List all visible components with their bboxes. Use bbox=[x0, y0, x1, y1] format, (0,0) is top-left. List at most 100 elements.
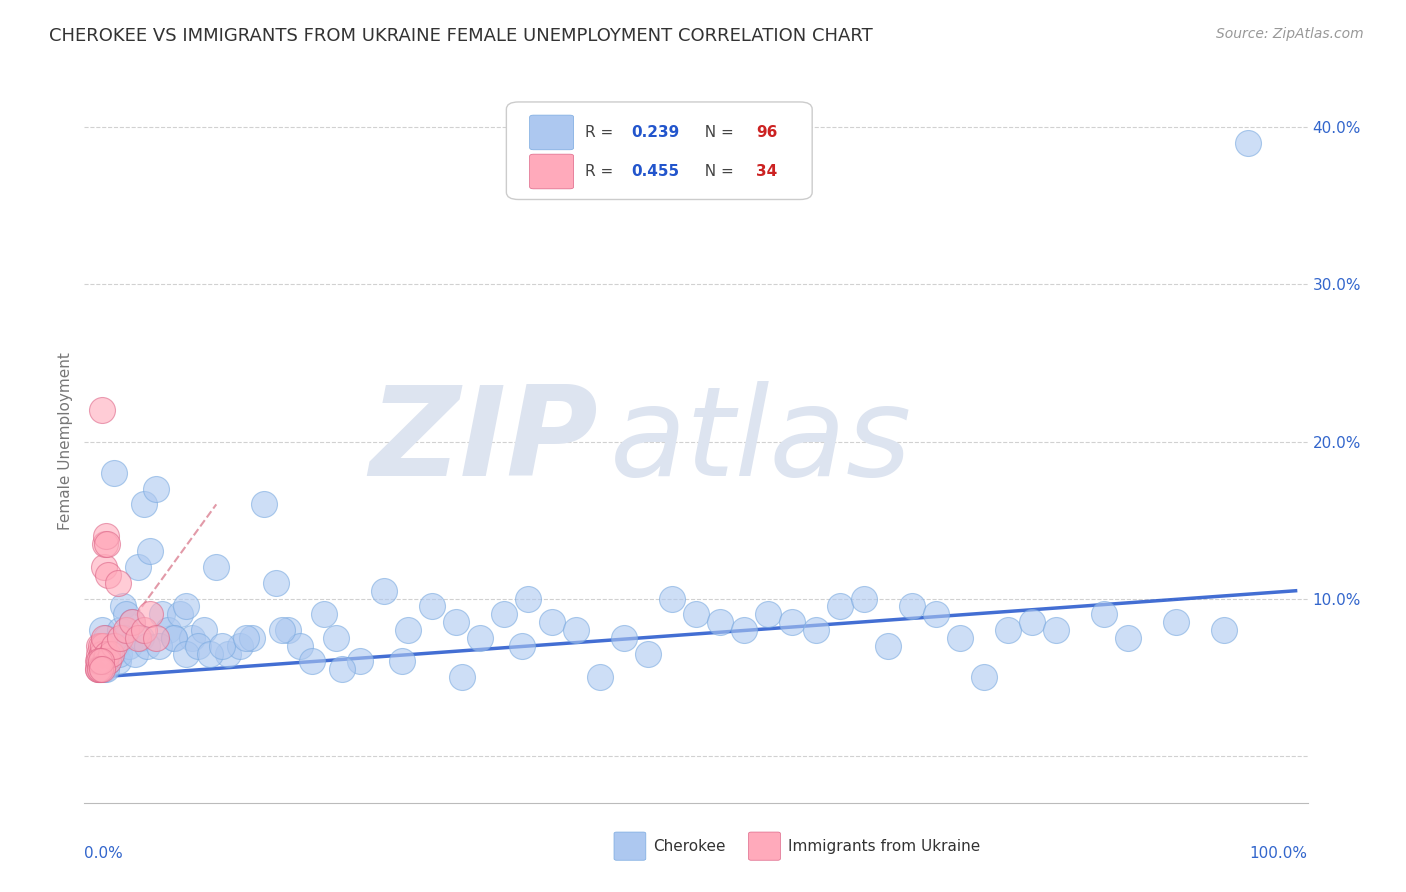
Point bbox=[108, 647, 131, 661]
Point bbox=[112, 631, 135, 645]
Text: Source: ZipAtlas.com: Source: ZipAtlas.com bbox=[1216, 27, 1364, 41]
Point bbox=[193, 623, 215, 637]
Text: N =: N = bbox=[695, 125, 738, 140]
Point bbox=[91, 639, 114, 653]
Point bbox=[391, 655, 413, 669]
Point bbox=[637, 647, 659, 661]
Point bbox=[90, 655, 112, 669]
Point bbox=[127, 560, 149, 574]
Point bbox=[96, 639, 118, 653]
Point bbox=[451, 670, 474, 684]
Point bbox=[756, 607, 779, 622]
Point bbox=[973, 670, 995, 684]
Point bbox=[174, 647, 197, 661]
Point bbox=[91, 662, 114, 676]
Point bbox=[107, 655, 129, 669]
Point bbox=[613, 631, 636, 645]
Point bbox=[148, 639, 170, 653]
Text: N =: N = bbox=[695, 164, 738, 179]
Point bbox=[145, 482, 167, 496]
Text: 0.455: 0.455 bbox=[631, 164, 679, 179]
Point bbox=[277, 623, 299, 637]
Point bbox=[169, 607, 191, 622]
Point bbox=[110, 631, 132, 645]
Point bbox=[115, 607, 138, 622]
Point bbox=[90, 655, 112, 669]
Point bbox=[89, 662, 111, 676]
Point bbox=[1021, 615, 1043, 630]
Point bbox=[264, 575, 287, 590]
Point bbox=[510, 639, 533, 653]
Text: Cherokee: Cherokee bbox=[654, 838, 725, 854]
Point bbox=[98, 639, 121, 653]
Point bbox=[87, 662, 110, 676]
Text: CHEROKEE VS IMMIGRANTS FROM UKRAINE FEMALE UNEMPLOYMENT CORRELATION CHART: CHEROKEE VS IMMIGRANTS FROM UKRAINE FEMA… bbox=[49, 27, 873, 45]
Point bbox=[314, 607, 336, 622]
Text: 0.0%: 0.0% bbox=[84, 847, 124, 861]
Point bbox=[1164, 615, 1187, 630]
Point bbox=[949, 631, 972, 645]
Point bbox=[163, 631, 186, 645]
Point bbox=[97, 655, 120, 669]
Point bbox=[780, 615, 803, 630]
Point bbox=[93, 662, 115, 676]
Point bbox=[134, 497, 156, 511]
Text: R =: R = bbox=[585, 164, 617, 179]
Point bbox=[134, 623, 156, 637]
Point bbox=[104, 639, 127, 653]
Point bbox=[349, 655, 371, 669]
Point bbox=[1212, 623, 1234, 637]
Point bbox=[541, 615, 564, 630]
Point bbox=[997, 623, 1019, 637]
Point bbox=[93, 655, 117, 669]
Point bbox=[330, 662, 353, 676]
Point bbox=[87, 655, 110, 669]
Point bbox=[94, 529, 117, 543]
Point bbox=[90, 639, 112, 653]
Point bbox=[589, 670, 612, 684]
Point bbox=[94, 655, 117, 669]
Point bbox=[901, 599, 924, 614]
Point bbox=[93, 631, 115, 645]
Text: atlas: atlas bbox=[610, 381, 912, 502]
Point bbox=[876, 639, 898, 653]
Point bbox=[174, 599, 197, 614]
Point bbox=[211, 639, 233, 653]
Text: R =: R = bbox=[585, 125, 617, 140]
Point bbox=[1116, 631, 1139, 645]
Point bbox=[325, 631, 347, 645]
Point bbox=[804, 623, 827, 637]
Point bbox=[118, 639, 141, 653]
Point bbox=[91, 647, 114, 661]
Y-axis label: Female Unemployment: Female Unemployment bbox=[58, 352, 73, 531]
Text: 100.0%: 100.0% bbox=[1250, 847, 1308, 861]
Point bbox=[110, 623, 132, 637]
Point bbox=[661, 591, 683, 606]
Point bbox=[121, 615, 143, 630]
Point bbox=[150, 607, 173, 622]
Point bbox=[100, 647, 122, 661]
FancyBboxPatch shape bbox=[530, 115, 574, 150]
FancyBboxPatch shape bbox=[530, 154, 574, 189]
Point bbox=[290, 639, 312, 653]
Point bbox=[271, 623, 294, 637]
Point bbox=[97, 568, 120, 582]
Point bbox=[181, 631, 204, 645]
Point bbox=[87, 655, 110, 669]
Point bbox=[517, 591, 540, 606]
Point bbox=[89, 639, 111, 653]
FancyBboxPatch shape bbox=[614, 832, 645, 860]
Point bbox=[187, 639, 209, 653]
Point bbox=[217, 647, 239, 661]
Point bbox=[1045, 623, 1067, 637]
Point bbox=[107, 575, 129, 590]
Point bbox=[420, 599, 443, 614]
Point bbox=[94, 662, 117, 676]
Point bbox=[96, 536, 118, 550]
Point bbox=[373, 583, 395, 598]
Point bbox=[89, 662, 111, 676]
Point bbox=[90, 662, 112, 676]
Point bbox=[103, 639, 125, 653]
Point bbox=[101, 647, 124, 661]
Text: ZIP: ZIP bbox=[370, 381, 598, 502]
